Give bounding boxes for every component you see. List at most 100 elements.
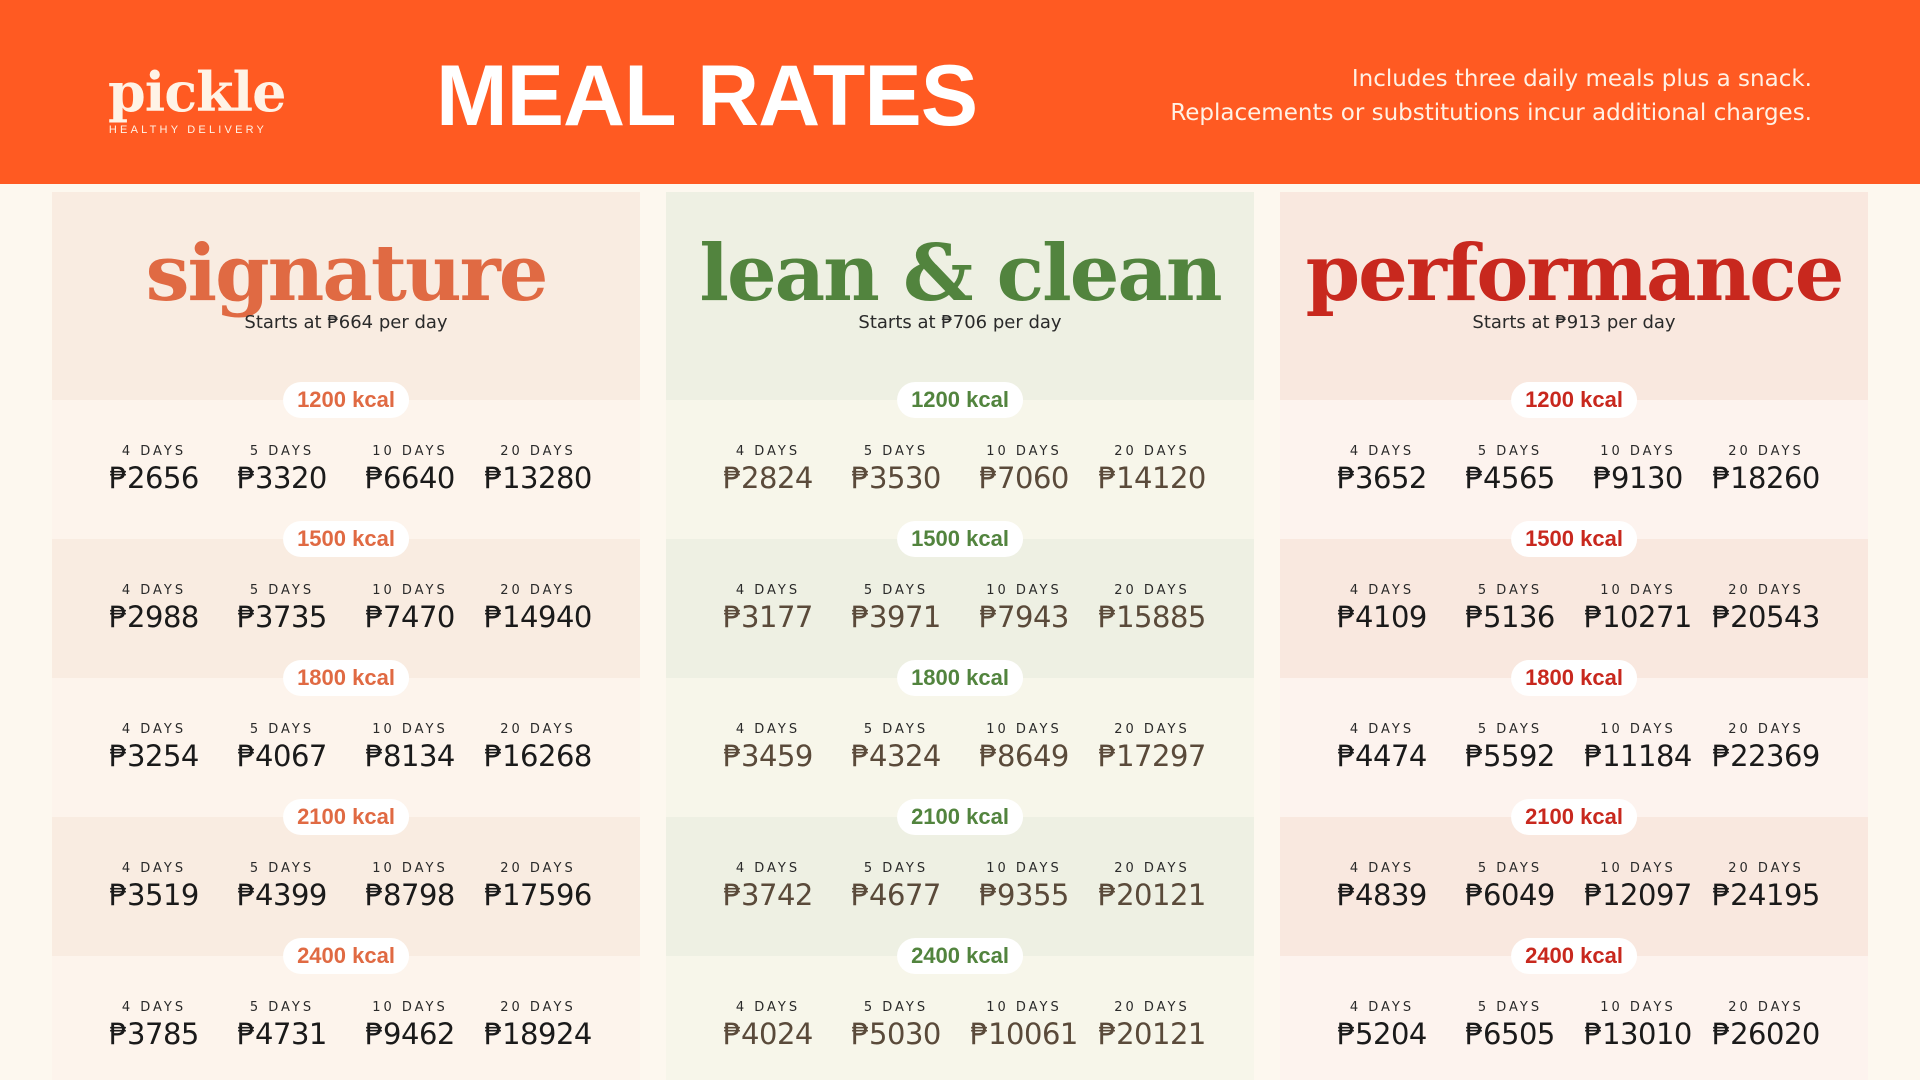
duration-label: 10 DAYS [986,1000,1062,1015]
duration-label: 10 DAYS [1600,722,1676,737]
price-grid: 4 DAYS ₱3742 5 DAYS ₱4677 10 DAYS ₱9355 20 DAY… [704,861,1216,912]
price-amount: ₱10271 [1584,600,1692,634]
price-cell: 10 DAYS ₱10271 [1574,583,1702,634]
price-amount: ₱3530 [851,461,941,495]
duration-label: 5 DAYS [863,722,929,737]
price-amount: ₱17596 [484,878,592,912]
duration-label: 5 DAYS [863,1000,929,1015]
price-cell: 4 DAYS ₱4109 [1318,583,1446,634]
price-grid: 4 DAYS ₱3177 5 DAYS ₱3971 10 DAYS ₱7943 20 DAY… [704,583,1216,634]
price-cell: 5 DAYS ₱4324 [832,722,960,773]
price-cell: 10 DAYS ₱11184 [1574,722,1702,773]
price-amount: ₱4067 [237,739,327,773]
calorie-tier-row: 1800 kcal 4 DAYS ₱3459 5 DAYS ₱4324 10 DAYS ₱8… [666,660,1254,817]
calorie-tier-row: 2100 kcal 4 DAYS ₱4839 5 DAYS ₱6049 10 DAYS ₱1… [1280,799,1868,956]
duration-label: 4 DAYS [1349,861,1415,876]
duration-label: 20 DAYS [1728,722,1804,737]
price-amount: ₱9462 [365,1017,455,1051]
price-cell: 20 DAYS ₱24195 [1702,861,1830,912]
duration-label: 20 DAYS [500,861,576,876]
calorie-tier-row: 2100 kcal 4 DAYS ₱3742 5 DAYS ₱4677 10 DAYS ₱9… [666,799,1254,956]
duration-label: 10 DAYS [986,722,1062,737]
price-cell: 20 DAYS ₱20121 [1088,861,1216,912]
price-cell: 4 DAYS ₱5204 [1318,1000,1446,1051]
price-cell: 5 DAYS ₱5592 [1446,722,1574,773]
price-amount: ₱3254 [109,739,199,773]
duration-label: 4 DAYS [121,861,187,876]
duration-label: 20 DAYS [1114,861,1190,876]
duration-label: 20 DAYS [500,1000,576,1015]
price-amount: ₱8649 [979,739,1069,773]
duration-label: 20 DAYS [1728,444,1804,459]
pickle-logo: pickle HEALTHY DELIVERY [108,60,286,136]
price-cell: 20 DAYS ₱18924 [474,1000,602,1051]
logo-tagline: HEALTHY DELIVERY [108,124,268,136]
kcal-badge: 1800 kcal [283,660,409,696]
duration-label: 5 DAYS [1477,722,1543,737]
price-amount: ₱13010 [1584,1017,1692,1051]
header-note: Includes three daily meals plus a snack.… [1170,62,1812,130]
price-cell: 5 DAYS ₱4565 [1446,444,1574,495]
price-cell: 10 DAYS ₱9130 [1574,444,1702,495]
duration-label: 4 DAYS [121,444,187,459]
duration-label: 5 DAYS [863,444,929,459]
calorie-tier-row: 2400 kcal 4 DAYS ₱5204 5 DAYS ₱6505 10 DAYS ₱1… [1280,938,1868,1080]
price-amount: ₱3735 [237,600,327,634]
price-cell: 4 DAYS ₱4024 [704,1000,832,1051]
price-amount: ₱20543 [1712,600,1820,634]
price-amount: ₱4024 [723,1017,813,1051]
price-amount: ₱5204 [1337,1017,1427,1051]
duration-label: 20 DAYS [1114,583,1190,598]
price-amount: ₱18924 [484,1017,592,1051]
plan-header: signature Starts at ₱664 per day [52,192,640,400]
price-cell: 20 DAYS ₱18260 [1702,444,1830,495]
duration-label: 5 DAYS [1477,583,1543,598]
price-cell: 20 DAYS ₱14940 [474,583,602,634]
price-grid: 4 DAYS ₱3785 5 DAYS ₱4731 10 DAYS ₱9462 20 DAY… [90,1000,602,1051]
plan-starting-price: Starts at ₱706 per day [858,312,1062,333]
duration-label: 20 DAYS [1728,583,1804,598]
price-cell: 20 DAYS ₱15885 [1088,583,1216,634]
price-cell: 5 DAYS ₱3735 [218,583,346,634]
plan-name: performance [1305,228,1845,319]
logo-wordmark: pickle [108,60,286,124]
price-cell: 10 DAYS ₱6640 [346,444,474,495]
duration-label: 5 DAYS [863,583,929,598]
price-amount: ₱3785 [109,1017,199,1051]
price-cell: 5 DAYS ₱4731 [218,1000,346,1051]
price-amount: ₱12097 [1584,878,1692,912]
price-amount: ₱3519 [109,878,199,912]
price-amount: ₱4565 [1465,461,1555,495]
price-amount: ₱6505 [1465,1017,1555,1051]
price-amount: ₱5030 [851,1017,941,1051]
price-amount: ₱2824 [723,461,813,495]
plan-name: signature [145,228,549,319]
price-cell: 4 DAYS ₱2824 [704,444,832,495]
price-amount: ₱4474 [1337,739,1427,773]
plan-column-performance: performance Starts at ₱913 per day 1200 … [1280,192,1868,1080]
price-cell: 4 DAYS ₱3177 [704,583,832,634]
price-amount: ₱10061 [970,1017,1078,1051]
price-cell: 10 DAYS ₱8649 [960,722,1088,773]
price-amount: ₱7943 [979,600,1069,634]
duration-label: 20 DAYS [500,583,576,598]
price-amount: ₱3459 [723,739,813,773]
price-grid: 4 DAYS ₱2656 5 DAYS ₱3320 10 DAYS ₱6640 20 DAY… [90,444,602,495]
price-amount: ₱11184 [1584,739,1692,773]
duration-label: 4 DAYS [121,583,187,598]
duration-label: 10 DAYS [372,722,448,737]
price-amount: ₱3320 [237,461,327,495]
duration-label: 5 DAYS [1477,444,1543,459]
duration-label: 5 DAYS [249,861,315,876]
price-cell: 4 DAYS ₱2988 [90,583,218,634]
duration-label: 20 DAYS [1114,722,1190,737]
kcal-badge: 1200 kcal [897,382,1023,418]
price-cell: 20 DAYS ₱16268 [474,722,602,773]
kcal-badge: 1200 kcal [283,382,409,418]
duration-label: 4 DAYS [735,1000,801,1015]
price-amount: ₱9355 [979,878,1069,912]
price-amount: ₱15885 [1098,600,1206,634]
plan-header: performance Starts at ₱913 per day [1280,192,1868,400]
duration-label: 10 DAYS [1600,1000,1676,1015]
price-grid: 4 DAYS ₱2988 5 DAYS ₱3735 10 DAYS ₱7470 20 DAY… [90,583,602,634]
